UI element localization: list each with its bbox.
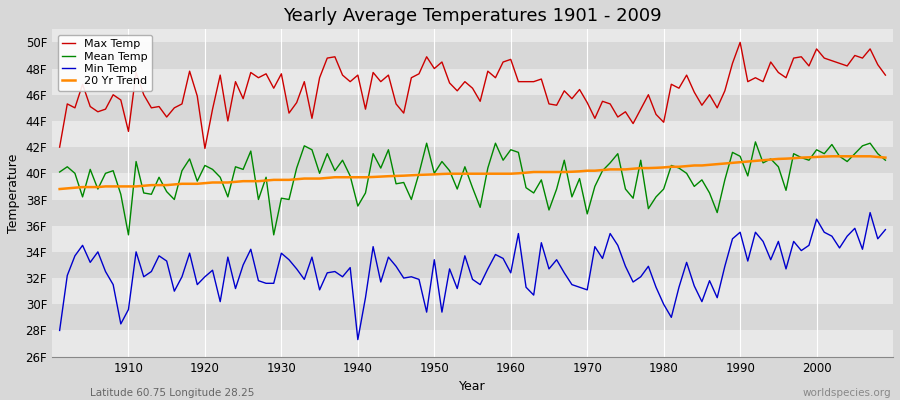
Min Temp — [513, 231, 524, 236]
20 Yr Trend — [284, 178, 294, 182]
Max Temp — [506, 57, 517, 62]
Min Temp — [329, 269, 340, 274]
Max Temp — [200, 146, 211, 151]
Max Temp — [292, 100, 302, 105]
Mean Temp — [880, 158, 891, 163]
Bar — [52, 173, 893, 200]
Y-axis label: Temperature: Temperature — [7, 153, 20, 233]
20 Yr Trend — [880, 155, 891, 160]
Bar — [52, 226, 893, 252]
Max Temp — [513, 79, 524, 84]
Min Temp — [115, 322, 126, 326]
Min Temp — [506, 270, 517, 275]
Min Temp — [880, 227, 891, 232]
Bar — [52, 200, 893, 226]
Bar — [52, 330, 893, 357]
Line: Mean Temp: Mean Temp — [59, 142, 886, 235]
20 Yr Trend — [115, 184, 126, 189]
Min Temp — [865, 210, 876, 215]
Bar — [52, 42, 893, 68]
Line: 20 Yr Trend: 20 Yr Trend — [59, 156, 886, 189]
Bar — [52, 304, 893, 330]
Min Temp — [284, 257, 294, 262]
Max Temp — [734, 40, 745, 45]
Min Temp — [54, 328, 65, 333]
Legend: Max Temp, Mean Temp, Min Temp, 20 Yr Trend: Max Temp, Mean Temp, Min Temp, 20 Yr Tre… — [58, 35, 152, 91]
Mean Temp — [750, 140, 760, 144]
Title: Yearly Average Temperatures 1901 - 2009: Yearly Average Temperatures 1901 - 2009 — [284, 7, 662, 25]
20 Yr Trend — [329, 175, 340, 180]
20 Yr Trend — [826, 154, 837, 159]
Max Temp — [605, 102, 616, 106]
X-axis label: Year: Year — [459, 380, 486, 393]
Bar — [52, 252, 893, 278]
Bar — [52, 121, 893, 147]
Mean Temp — [506, 147, 517, 152]
Max Temp — [338, 73, 348, 78]
Mean Temp — [292, 166, 302, 170]
Mean Temp — [54, 170, 65, 174]
Mean Temp — [115, 192, 126, 197]
Text: Latitude 60.75 Longitude 28.25: Latitude 60.75 Longitude 28.25 — [90, 388, 255, 398]
Bar — [52, 278, 893, 304]
Max Temp — [880, 73, 891, 78]
Max Temp — [54, 145, 65, 150]
Mean Temp — [513, 150, 524, 155]
20 Yr Trend — [498, 171, 508, 176]
Text: worldspecies.org: worldspecies.org — [803, 388, 891, 398]
Bar — [52, 147, 893, 173]
Mean Temp — [338, 158, 348, 163]
20 Yr Trend — [54, 187, 65, 192]
Min Temp — [605, 231, 616, 236]
Line: Min Temp: Min Temp — [59, 212, 886, 340]
Line: Max Temp: Max Temp — [59, 42, 886, 148]
Min Temp — [353, 337, 364, 342]
Bar — [52, 95, 893, 121]
Bar — [52, 68, 893, 95]
Max Temp — [115, 98, 126, 102]
20 Yr Trend — [597, 168, 608, 172]
20 Yr Trend — [506, 171, 517, 176]
Mean Temp — [123, 232, 134, 237]
Mean Temp — [605, 160, 616, 165]
